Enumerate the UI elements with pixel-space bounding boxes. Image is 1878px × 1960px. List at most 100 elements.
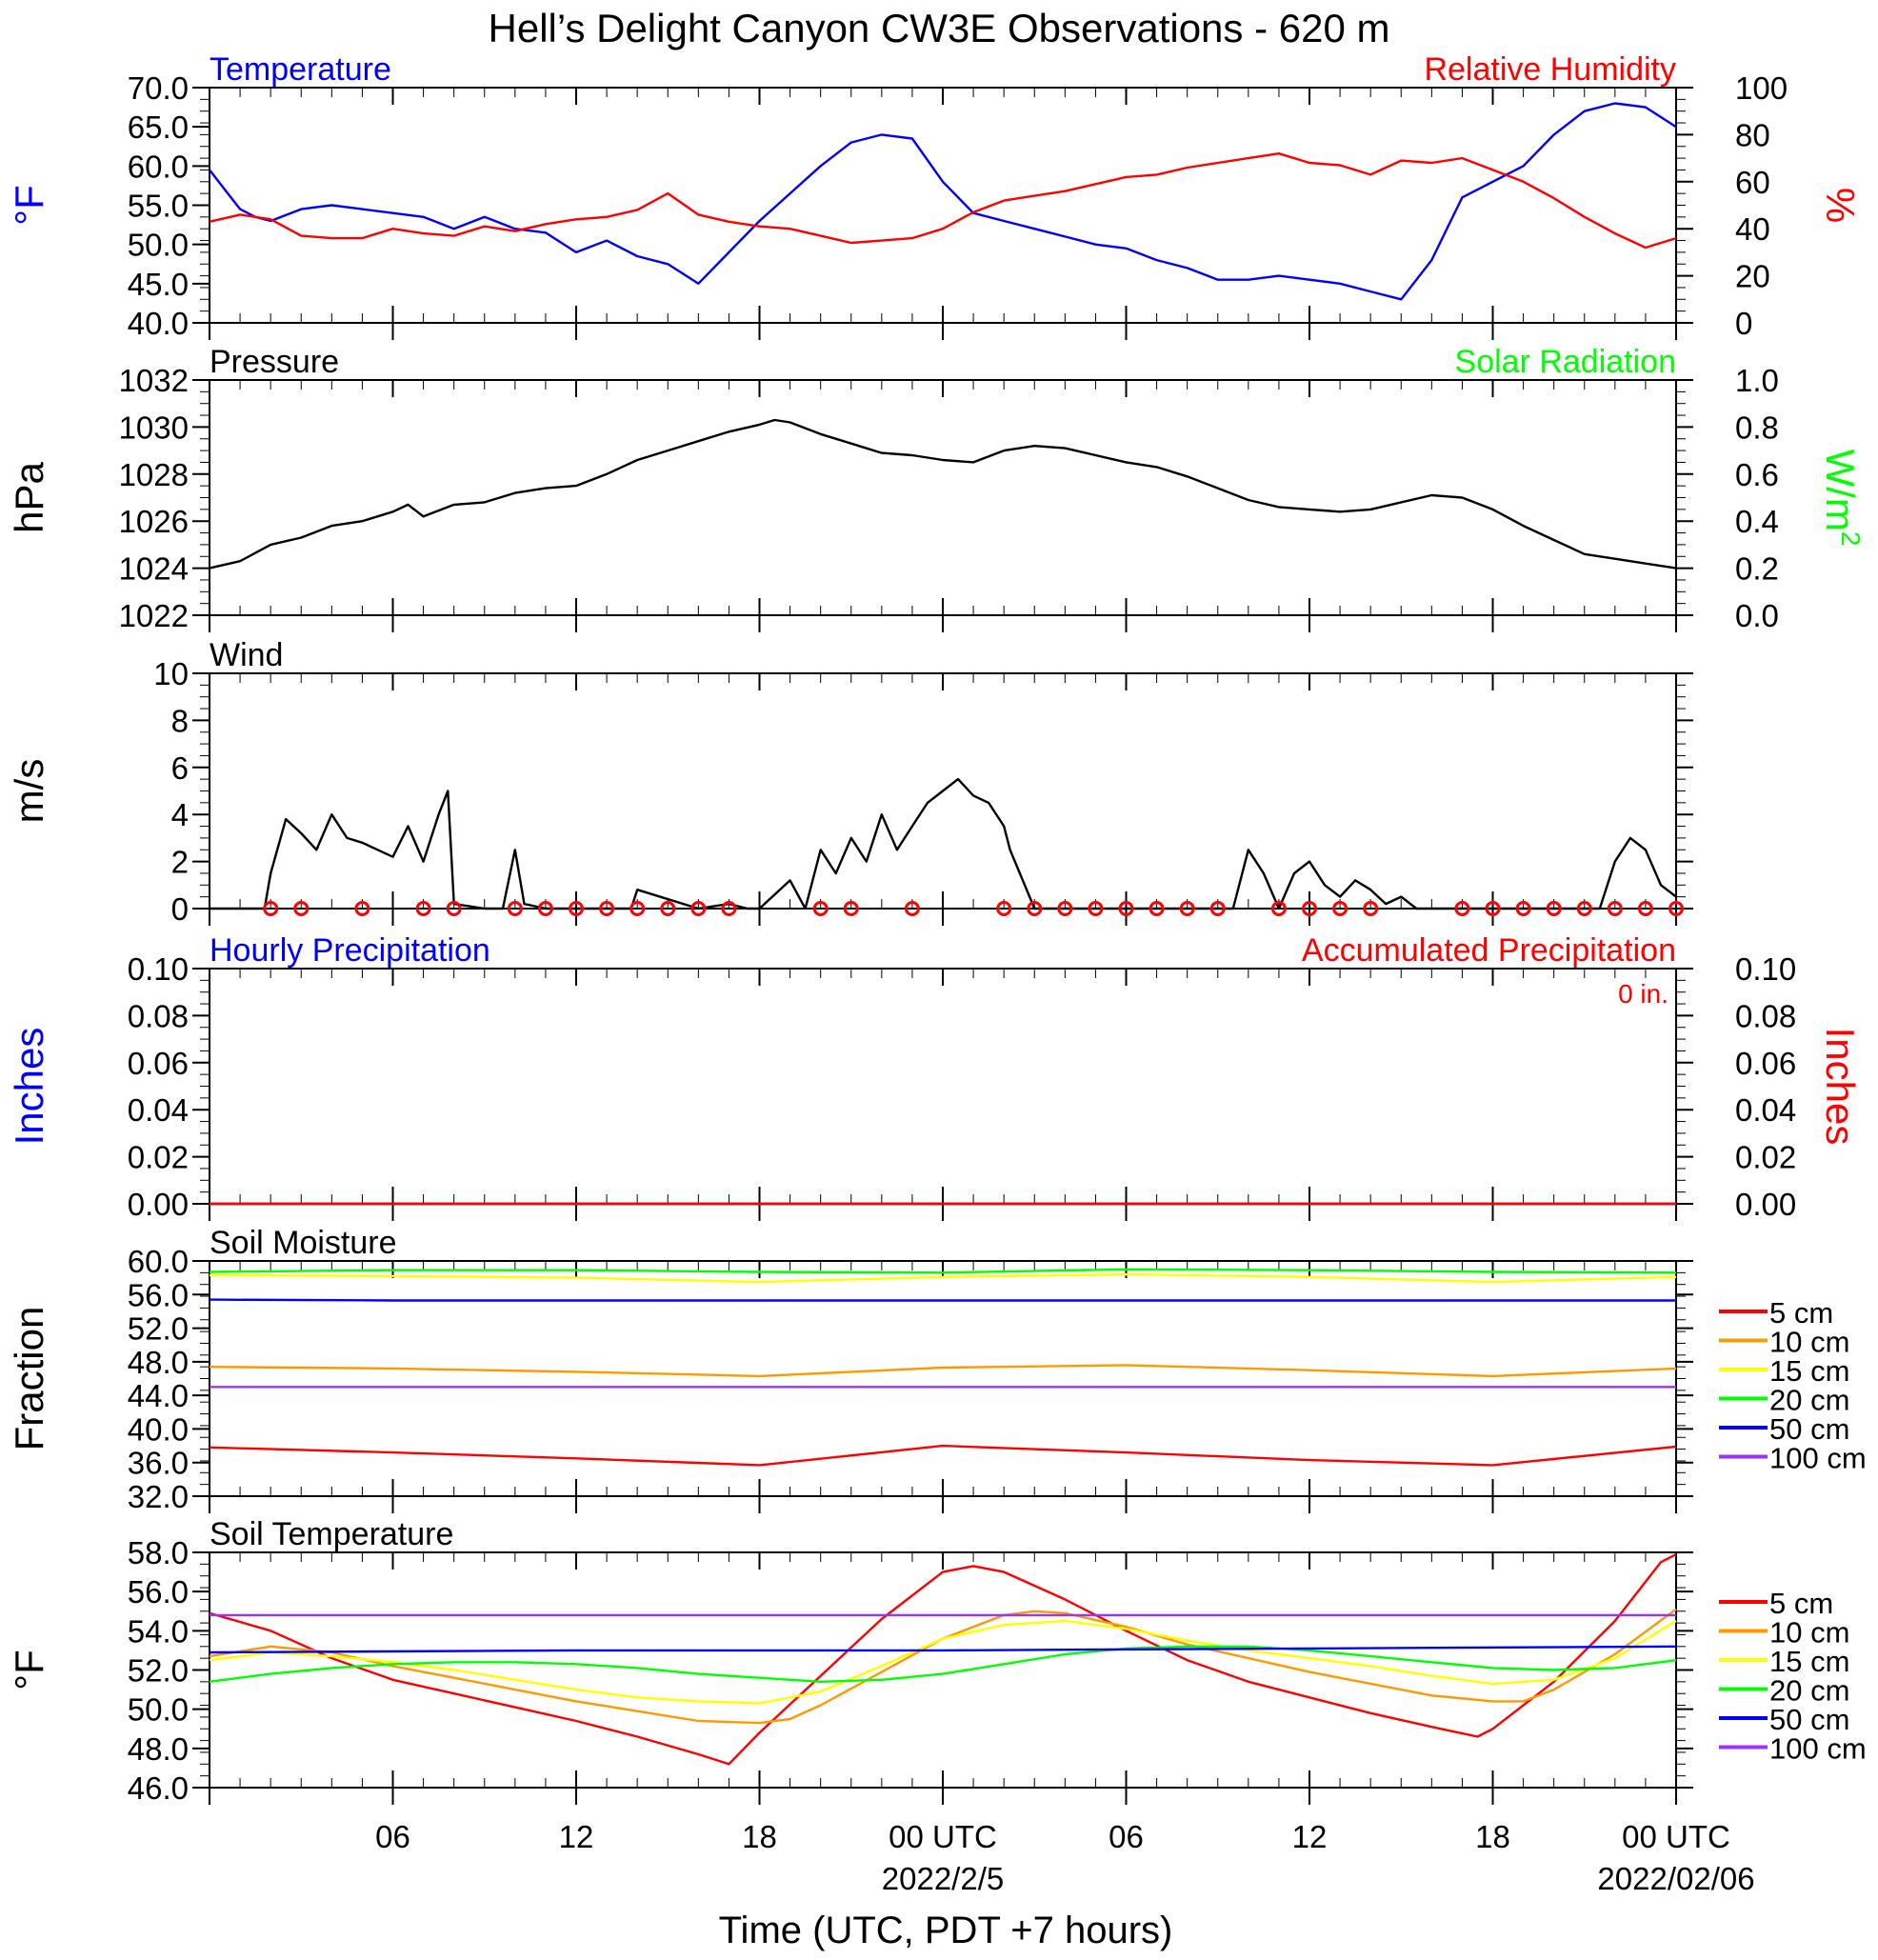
wind-calm-marker <box>415 901 431 916</box>
wind-calm-marker <box>293 901 310 916</box>
plot-frame <box>209 968 1677 1205</box>
panel-title-left: Soil Temperature <box>210 1516 453 1552</box>
y-axis-label-left: °F <box>7 1650 51 1690</box>
y-tick-label-left: 6 <box>171 750 189 786</box>
x-tick-label: 06 <box>1109 1819 1144 1854</box>
legend-label: 100 cm <box>1769 1442 1867 1475</box>
panel-precipitation: 0.00 0.02 0.04 0.06 0.08 0.10 0.00 0.02 0.04 0.06… <box>7 932 1863 1222</box>
wind-calm-marker <box>1332 901 1349 916</box>
wind-calm-marker <box>569 901 584 916</box>
panel-wind: 0 2 4 6 8 10 Wind m/s <box>7 637 1693 927</box>
series-line <box>209 1364 1677 1378</box>
legend-label: 50 cm <box>1769 1412 1849 1446</box>
series-line <box>210 777 1677 910</box>
wind-calm-marker <box>1515 901 1531 916</box>
legend-label: 15 cm <box>1769 1354 1849 1388</box>
y-tick-label-left: 4 <box>171 797 189 832</box>
y-tick-label-left: 44.0 <box>128 1378 189 1413</box>
y-axis-label-right-superscript: 2 <box>1836 531 1866 547</box>
series-line <box>209 418 1677 570</box>
y-tick-label-right: 0.08 <box>1735 998 1796 1033</box>
wind-calm-marker <box>690 901 707 916</box>
x-tick-label: 18 <box>742 1819 777 1854</box>
y-tick-label-left: 50.0 <box>128 1692 189 1728</box>
wind-calm-marker <box>1302 901 1317 916</box>
panels: 40.045.050.055.060.065.070.0020406080100… <box>7 51 1867 1806</box>
y-tick-label-right: 0.8 <box>1735 410 1779 445</box>
series-line <box>209 1619 1677 1705</box>
y-tick-label-left: 50.0 <box>128 228 189 263</box>
wind-calm-marker <box>1179 901 1195 916</box>
panel-pressure: 1022 1024 1026 1028 1030 1032 0.0 0.2 0.4 0.6 0.8 1… <box>7 344 1866 633</box>
y-tick-label-right: 100 <box>1735 70 1788 106</box>
legend-label: 10 cm <box>1769 1326 1849 1359</box>
legend-label: 5 cm <box>1769 1296 1833 1330</box>
wind-calm-marker <box>1057 901 1073 916</box>
wind-calm-marker <box>1485 901 1501 916</box>
legend-label: 15 cm <box>1769 1645 1849 1678</box>
chart-title: Hell’s Delight Canyon CW3E Observations … <box>489 6 1390 50</box>
panel-temp_rh: 40.0 45.0 50.0 55.0 60.0 65.0 70.0 0 20 40 60 80 100… <box>7 51 1863 341</box>
x-date-label: 2022/02/06 <box>1597 1861 1754 1896</box>
y-tick-label-left: 0.10 <box>128 951 189 987</box>
wind-calm-marker <box>1088 901 1104 916</box>
y-tick-label-left: 1024 <box>119 551 189 587</box>
x-axis-title: Time (UTC, PDT +7 hours) <box>719 1910 1173 1951</box>
series-line <box>209 1272 1677 1284</box>
wind-calm-marker <box>1546 901 1562 916</box>
y-tick-label-right: 0.10 <box>1735 951 1796 987</box>
y-tick-label-left: 0.06 <box>128 1046 189 1081</box>
wind-calm-marker <box>904 901 920 916</box>
y-tick-label-left: 46.0 <box>128 1770 189 1806</box>
y-axis-label-right: Inches <box>1818 1028 1863 1146</box>
accumulated-total: 0 in. <box>1618 979 1668 1009</box>
y-tick-label-right: 0.6 <box>1735 457 1779 492</box>
panel-soil_temperature: 46.048.050.052.0 54.056.0 58.0 Soil Tempera… <box>7 1516 1867 1806</box>
y-tick-label-right: 0.04 <box>1735 1092 1796 1128</box>
y-tick-label-left: 1026 <box>119 504 189 539</box>
plot-frame <box>209 87 1677 324</box>
wind-calm-marker <box>1027 901 1043 916</box>
wind-calm-marker <box>629 901 646 916</box>
y-tick-label-right: 80 <box>1735 117 1770 152</box>
wind-calm-marker <box>599 901 615 916</box>
series-line <box>209 1444 1677 1467</box>
y-tick-label-right: 20 <box>1735 259 1770 294</box>
y-tick-label-left: 0.04 <box>128 1092 189 1128</box>
y-axis-label-left: Inches <box>7 1028 51 1146</box>
legend-label: 20 cm <box>1769 1674 1849 1708</box>
wind-calm-marker <box>1118 901 1134 916</box>
wind-calm-marker <box>996 901 1012 916</box>
y-tick-label-left: 56.0 <box>128 1277 189 1312</box>
y-tick-label-left: 1032 <box>119 363 189 398</box>
x-date-label: 2022/2/5 <box>882 1861 1004 1896</box>
series-line <box>209 102 1677 301</box>
wind-calm-marker <box>1270 901 1287 916</box>
legend-label: 5 cm <box>1769 1587 1833 1620</box>
y-tick-label-right: 0.00 <box>1735 1187 1796 1222</box>
x-tick-label: 00 UTC <box>1622 1819 1730 1854</box>
y-tick-label-right: 0.0 <box>1735 598 1779 633</box>
wind-calm-marker <box>446 901 462 916</box>
wind-calm-marker <box>263 901 279 916</box>
wind-calm-marker <box>1668 901 1684 916</box>
y-tick-label-left: 55.0 <box>128 189 189 224</box>
x-tick-label: 06 <box>375 1819 410 1854</box>
y-tick-label-right: 0.06 <box>1735 1046 1796 1081</box>
y-tick-label-left: 32.0 <box>128 1479 189 1514</box>
panel-title-left: Temperature <box>210 51 391 88</box>
y-tick-label-right: 0.4 <box>1735 504 1779 539</box>
plot-frame <box>209 1260 1677 1497</box>
legend-label: 50 cm <box>1769 1703 1849 1736</box>
y-tick-label-left: 1028 <box>119 457 189 492</box>
panel-soil_moisture: 32.036.040.044.048.052.056.060.0 Soil Moi… <box>7 1225 1867 1514</box>
y-tick-label-left: 40.0 <box>128 1411 189 1447</box>
y-tick-label-left: 0.00 <box>128 1187 189 1222</box>
legend-label: 100 cm <box>1769 1732 1867 1766</box>
y-axis-label-left: m/s <box>7 759 51 824</box>
y-tick-label-right: 40 <box>1735 211 1770 247</box>
y-tick-label-left: 70.0 <box>128 70 189 106</box>
y-axis-label-left: °F <box>7 185 51 225</box>
